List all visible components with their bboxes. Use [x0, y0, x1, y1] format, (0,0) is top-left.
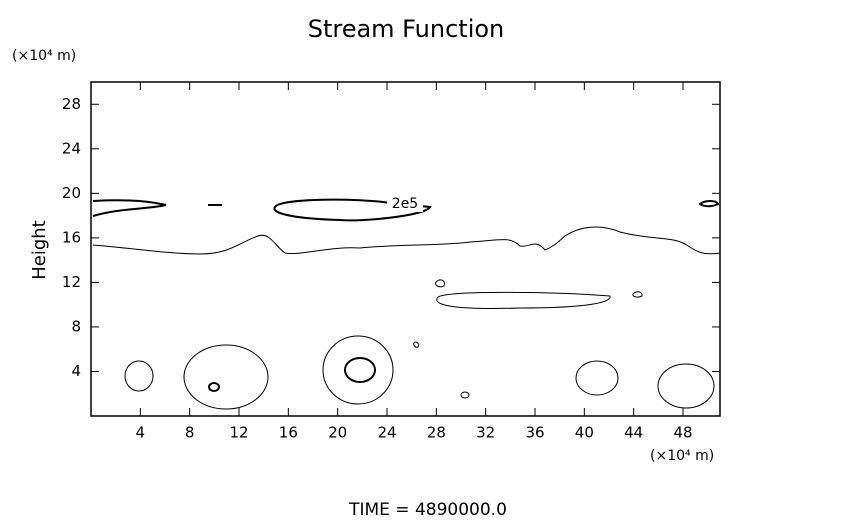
contour [657, 363, 715, 409]
y-tick-label: 28 [62, 95, 81, 113]
x-units: (×10⁴ m) [650, 448, 714, 464]
x-tick-label: 48 [673, 424, 692, 442]
y-tick-label: 8 [71, 317, 81, 335]
x-tick-label: 40 [575, 424, 594, 442]
contour [632, 291, 643, 298]
x-tick-label: 20 [328, 424, 347, 442]
y-units: (×10⁴ m) [12, 48, 76, 64]
y-tick-label: 4 [71, 362, 81, 380]
contour [183, 344, 269, 410]
x-tick-label: 16 [279, 424, 298, 442]
x-tick-label: 4 [136, 424, 146, 442]
x-tick-label: 28 [427, 424, 446, 442]
contour [698, 200, 720, 208]
contour [435, 279, 445, 288]
x-tick-label: 44 [624, 424, 643, 442]
contours [92, 198, 721, 410]
contour [344, 357, 376, 383]
x-tick-label: 36 [525, 424, 544, 442]
x-tick-label: 8 [185, 424, 195, 442]
contour [575, 360, 619, 396]
contour [322, 335, 394, 405]
contour [436, 291, 611, 310]
plot-frame [90, 81, 721, 417]
contour [92, 226, 721, 255]
x-tick-label: 12 [229, 424, 248, 442]
label-bg [387, 196, 423, 212]
footer: TIME = 4890000.0 [348, 500, 507, 519]
y-label: Height [29, 220, 50, 280]
y-tick-label: 12 [62, 273, 81, 291]
y-tick-label: 20 [62, 184, 81, 202]
x-tick-label: 24 [377, 424, 396, 442]
contour [460, 391, 470, 399]
contour [92, 199, 167, 217]
contour [273, 198, 432, 222]
chart-title: Stream Function [308, 15, 505, 43]
contour [124, 360, 154, 392]
y-tick-label: 24 [62, 139, 81, 157]
contour [413, 341, 419, 348]
contour [208, 382, 220, 392]
y-tick-label: 16 [62, 228, 81, 246]
x-tick-label: 32 [476, 424, 495, 442]
contour-label: 2e5 [392, 196, 418, 212]
